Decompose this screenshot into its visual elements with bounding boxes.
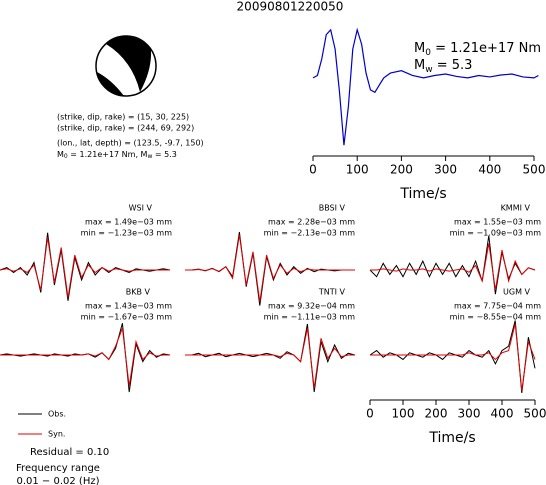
beachball-lobe	[106, 36, 152, 92]
x-tick-label: 300	[434, 163, 457, 177]
beachball-lobe	[97, 72, 124, 96]
station-label: BKB V	[126, 288, 151, 297]
amplitude-label: min = −8.55e−04 mm	[450, 313, 542, 322]
x-tick-label: 0	[366, 407, 374, 421]
x-axis-title: Time/s	[399, 186, 446, 202]
amplitude-label: max = 1.43e−03 mm	[85, 302, 172, 311]
annotation: Mw = 5.3	[414, 58, 472, 75]
text-part: = 5.3	[433, 58, 473, 73]
source-moment: M0 = 1.21e+17 Nm, Mw = 5.3	[57, 150, 177, 160]
x-axis-title: Time/s	[428, 430, 475, 446]
station-label: WSI V	[129, 204, 153, 213]
x-tick-label: 500	[523, 163, 546, 177]
subscript: w	[147, 153, 152, 160]
waveform	[0, 237, 170, 298]
subscript: w	[425, 65, 432, 75]
residual: Residual = 0.10	[30, 447, 109, 458]
text-part: M	[414, 58, 425, 73]
source-time-function	[312, 27, 539, 146]
text-part: = 1.21e+17 Nm, M	[68, 150, 148, 159]
source-line: (strike, dip, rake) = (244, 69, 292)	[57, 124, 194, 133]
station-label: TNTI V	[318, 288, 346, 297]
amplitude-label: min = −1.23e−03 mm	[81, 229, 173, 238]
source-line: (strike, dip, rake) = (15, 30, 225)	[57, 113, 189, 122]
amplitude-label: min = −1.11e−03 mm	[264, 313, 356, 322]
x-tick-label: 400	[478, 163, 501, 177]
waveform	[185, 323, 356, 393]
legend-label: Obs.	[48, 410, 66, 419]
source-line: (lon., lat, depth) = (123.5, -9.7, 150)	[57, 139, 204, 148]
x-tick-label: 100	[346, 163, 369, 177]
waveform	[370, 323, 536, 391]
x-tick-label: 200	[425, 407, 448, 421]
amplitude-label: max = 9.32e−04 mm	[268, 302, 355, 311]
annotation: M0 = 1.21e+17 Nm	[414, 41, 541, 58]
amplitude-label: max = 1.49e−03 mm	[85, 218, 172, 227]
x-tick-label: 100	[392, 407, 415, 421]
x-tick-label: 300	[458, 407, 481, 421]
station-label: BBSI V	[319, 204, 346, 213]
waveform	[185, 328, 355, 389]
subscript: 0	[425, 48, 431, 58]
text-part: = 5.3	[152, 150, 177, 159]
figure-title: 20090801220050	[237, 0, 344, 14]
x-tick-label: 200	[390, 163, 413, 177]
x-tick-label: 400	[491, 407, 514, 421]
text-part: M	[57, 150, 64, 159]
frequency-range: 0.01 − 0.02 (Hz)	[16, 476, 99, 485]
amplitude-label: max = 7.75e−04 mm	[454, 302, 541, 311]
x-tick-label: 0	[309, 163, 317, 177]
waveform	[0, 328, 170, 387]
text-part: = 1.21e+17 Nm	[431, 41, 541, 56]
amplitude-label: min = −2.13e−03 mm	[264, 229, 356, 238]
amplitude-label: max = 1.55e−03 mm	[454, 218, 541, 227]
x-tick-label: 500	[524, 407, 546, 421]
legend-label: Syn.	[48, 430, 65, 439]
amplitude-label: min = −1.09e−03 mm	[450, 229, 542, 238]
waveform	[369, 235, 536, 295]
amplitude-label: max = 2.28e−03 mm	[268, 218, 355, 227]
frequency-label: Frequency range	[16, 463, 100, 474]
station-label: KMMI V	[501, 204, 531, 213]
text-part: M	[414, 41, 425, 56]
station-label: UGM V	[503, 288, 531, 297]
subscript: 0	[64, 153, 68, 160]
waveform	[185, 234, 355, 302]
amplitude-label: min = −1.67e−03 mm	[81, 313, 173, 322]
waveform	[370, 243, 536, 291]
waveform	[369, 320, 536, 394]
beachball	[95, 35, 157, 97]
